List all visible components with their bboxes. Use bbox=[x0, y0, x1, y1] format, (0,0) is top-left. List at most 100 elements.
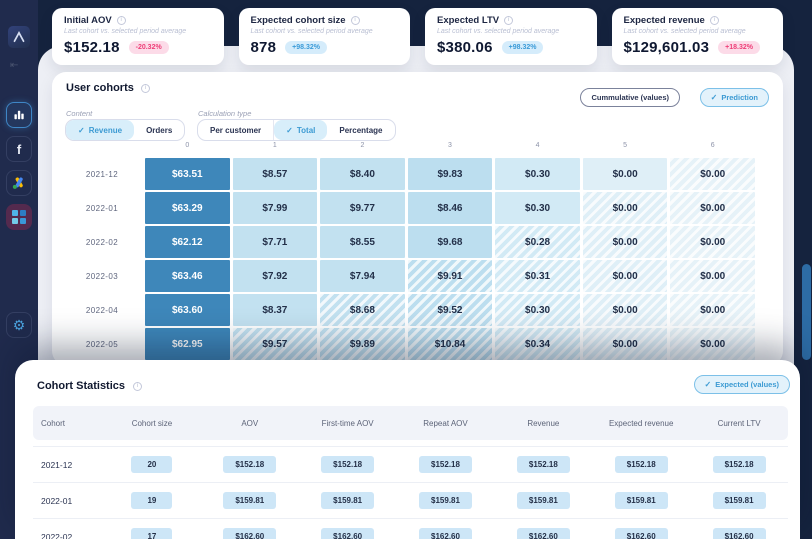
calc-option-percentage[interactable]: Percentage bbox=[327, 120, 394, 140]
stat-chip: $162.60 bbox=[419, 528, 472, 539]
info-icon[interactable]: i bbox=[140, 83, 150, 93]
cohort-row-label: 2022-05 bbox=[85, 339, 119, 349]
cohort-cell-predicted[interactable]: $0.28 bbox=[495, 226, 580, 258]
user-cohorts-title: User cohorts bbox=[66, 82, 134, 94]
sidebar-item-settings[interactable]: ⚙ bbox=[6, 312, 32, 338]
stat-chip: $152.18 bbox=[516, 456, 570, 473]
kpi-change-badge: -20.32% bbox=[128, 41, 169, 54]
cohort-cell-predicted[interactable]: $0.00 bbox=[670, 192, 755, 224]
cohort-cell-predicted[interactable]: $0.34 bbox=[495, 328, 580, 360]
cohort-cell-predicted[interactable]: $8.68 bbox=[320, 294, 405, 326]
cohort-cell[interactable]: $8.55 bbox=[320, 226, 405, 258]
stat-col-header: Current LTV bbox=[717, 418, 761, 428]
calc-option-per-customer[interactable]: Per customer bbox=[198, 120, 275, 140]
sidebar-item-facebook[interactable]: f bbox=[6, 136, 32, 162]
cohort-cell[interactable]: $7.92 bbox=[232, 260, 318, 292]
calc-option-total[interactable]: ✓ Total bbox=[274, 120, 328, 140]
stat-chip: $152.18 bbox=[614, 456, 668, 473]
cohort-table-column-headers: 0 1 2 3 4 5 6 bbox=[62, 142, 755, 149]
percentage-option-label: Percentage bbox=[339, 125, 383, 135]
gear-icon: ⚙ bbox=[12, 316, 26, 333]
cohort-cell[interactable]: $62.12 bbox=[145, 226, 230, 258]
cohort-row-label: 2022-03 bbox=[85, 271, 119, 281]
info-icon[interactable]: i bbox=[350, 16, 360, 25]
cohort-cell[interactable]: $8.37 bbox=[232, 294, 318, 326]
kpi-value: $380.06 bbox=[437, 39, 493, 56]
cohort-cell[interactable]: $8.57 bbox=[232, 158, 318, 190]
info-icon[interactable]: i bbox=[133, 381, 143, 391]
statistics-table-header: Cohort Cohort size AOV First-time AOV Re… bbox=[33, 406, 788, 440]
stat-col-header: AOV bbox=[241, 418, 259, 428]
cohort-cell[interactable]: $7.99 bbox=[232, 192, 318, 224]
stat-chip: $152.18 bbox=[223, 456, 277, 473]
cohort-cell[interactable]: $0.30 bbox=[495, 158, 580, 190]
stat-chip: $159.81 bbox=[419, 492, 472, 509]
info-icon[interactable]: i bbox=[504, 16, 514, 25]
cohort-cell[interactable]: $7.94 bbox=[320, 260, 405, 292]
table-row: 2022-02 17 $162.60 $162.60 $162.60 $162.… bbox=[33, 518, 788, 539]
sidebar-item-google-ads[interactable] bbox=[6, 170, 32, 196]
cohort-cell-predicted[interactable]: $9.89 bbox=[320, 328, 405, 360]
prediction-toggle-button[interactable]: ✓ Prediction bbox=[699, 88, 769, 107]
cohort-cell[interactable]: $0.00 bbox=[582, 158, 668, 190]
cohort-cell[interactable]: $8.40 bbox=[320, 158, 405, 190]
kpi-value: $129,601.03 bbox=[623, 39, 710, 56]
cohort-cell[interactable]: $9.77 bbox=[320, 192, 405, 224]
cohort-cell[interactable]: $63.29 bbox=[145, 192, 230, 224]
cohort-cell[interactable]: $63.51 bbox=[145, 158, 230, 190]
cohort-cell[interactable]: $7.71 bbox=[232, 226, 318, 258]
cohort-cell[interactable]: $8.46 bbox=[407, 192, 493, 224]
col-header: 4 bbox=[535, 142, 540, 149]
content-option-orders[interactable]: Orders bbox=[134, 120, 184, 140]
cohort-cell-predicted[interactable]: $9.91 bbox=[407, 260, 493, 292]
kpi-card-expected-ltv: Expected LTV i Last cohort vs. selected … bbox=[425, 8, 597, 65]
cohort-cell-predicted[interactable]: $10.84 bbox=[407, 328, 493, 360]
cohort-cell-predicted[interactable]: $0.30 bbox=[495, 294, 580, 326]
cumulative-values-button[interactable]: Cummulative (values) bbox=[580, 88, 680, 107]
check-icon: ✓ bbox=[704, 380, 712, 389]
kpi-subtitle: Last cohort vs. selected period average bbox=[64, 28, 187, 35]
cohort-cell-predicted[interactable]: $0.00 bbox=[670, 226, 755, 258]
app-logo-icon[interactable] bbox=[8, 26, 30, 48]
kpi-change-badge: +18.32% bbox=[718, 41, 760, 54]
cohort-cell-predicted[interactable]: $0.00 bbox=[582, 192, 668, 224]
cohort-cell-predicted[interactable]: $0.00 bbox=[670, 294, 755, 326]
cohort-cell[interactable]: $9.68 bbox=[407, 226, 493, 258]
stat-chip: 19 bbox=[131, 492, 173, 509]
cohort-cell-predicted[interactable]: $9.57 bbox=[232, 328, 318, 360]
kpi-title: Expected revenue bbox=[623, 15, 705, 26]
col-header: 0 bbox=[185, 142, 190, 149]
cohort-cell-predicted[interactable]: $0.00 bbox=[582, 328, 668, 360]
expected-values-button[interactable]: ✓ Expected (values) bbox=[693, 375, 790, 394]
bar-chart-icon bbox=[14, 110, 24, 120]
cohort-cell-predicted[interactable]: $0.00 bbox=[582, 260, 668, 292]
cohort-cell[interactable]: $63.46 bbox=[145, 260, 230, 292]
cohort-cell[interactable]: $63.60 bbox=[145, 294, 230, 326]
stat-chip: $159.81 bbox=[223, 492, 277, 509]
info-icon[interactable]: i bbox=[709, 16, 719, 25]
cumulative-values-label: Cummulative (values) bbox=[591, 93, 669, 102]
cohort-cell-predicted[interactable]: $0.00 bbox=[582, 294, 668, 326]
info-icon[interactable]: i bbox=[116, 16, 126, 25]
cohort-cell[interactable]: $0.30 bbox=[495, 192, 580, 224]
sidebar-item-analytics[interactable] bbox=[6, 102, 32, 128]
per-customer-option-label: Per customer bbox=[210, 125, 262, 135]
cohort-cell[interactable]: $9.83 bbox=[407, 158, 493, 190]
vertical-scrollbar-thumb[interactable] bbox=[802, 264, 811, 360]
cohort-cell[interactable]: $62.95 bbox=[145, 328, 230, 360]
sidebar-item-apps[interactable] bbox=[6, 204, 32, 230]
col-header: 5 bbox=[623, 142, 628, 149]
col-header: 3 bbox=[448, 142, 452, 149]
cohort-cell-predicted[interactable]: $0.31 bbox=[495, 260, 580, 292]
cohort-cell-predicted[interactable]: $0.00 bbox=[670, 260, 755, 292]
content-option-revenue[interactable]: ✓ Revenue bbox=[66, 120, 135, 140]
cohort-cell-predicted[interactable]: $0.00 bbox=[670, 158, 755, 190]
cohort-cell-predicted[interactable]: $9.52 bbox=[407, 294, 493, 326]
stat-chip: 17 bbox=[131, 528, 173, 539]
kpi-subtitle: Last cohort vs. selected period average bbox=[437, 28, 560, 35]
cohort-cell-predicted[interactable]: $0.00 bbox=[582, 226, 668, 258]
cohort-cell-predicted[interactable]: $0.00 bbox=[670, 328, 755, 360]
kpi-title: Initial AOV bbox=[64, 15, 112, 26]
kpi-card-expected-cohort-size: Expected cohort size i Last cohort vs. s… bbox=[238, 8, 410, 65]
collapse-sidebar-icon[interactable]: ⇤ bbox=[10, 60, 19, 71]
